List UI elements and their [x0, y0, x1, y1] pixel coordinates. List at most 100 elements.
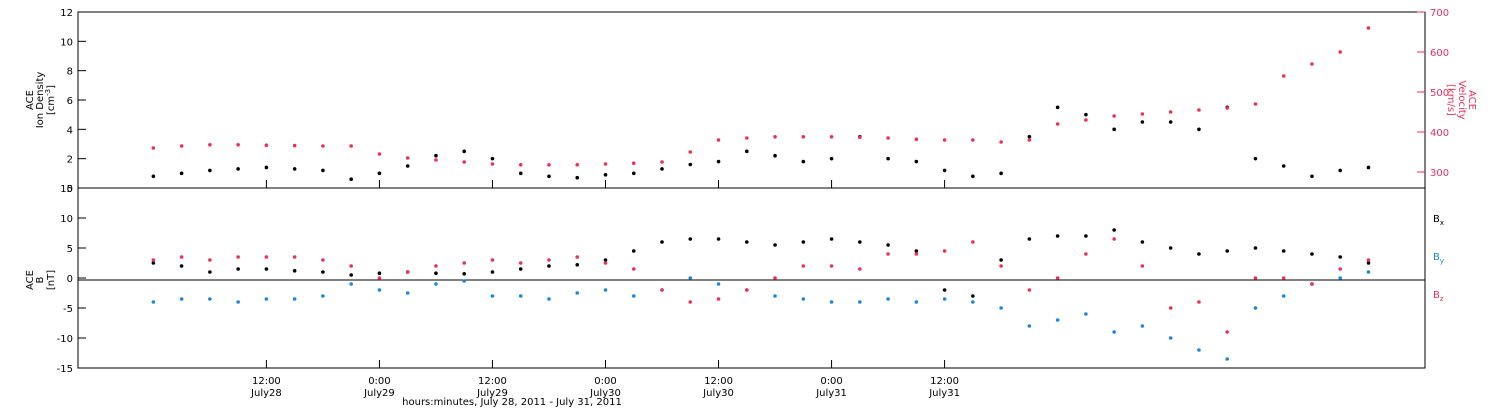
- velocity-point: [1112, 114, 1116, 118]
- velocity-point: [688, 150, 693, 154]
- field-tick-label: -10: [57, 334, 73, 345]
- density-point: [434, 153, 438, 158]
- field-x-point: [208, 270, 212, 274]
- field-x-point: [1197, 252, 1201, 256]
- field-y-point: [1055, 318, 1060, 322]
- field-z-point: [1140, 264, 1145, 268]
- density-point: [971, 174, 975, 179]
- bottom-panel-frame: [77, 187, 1426, 369]
- field-y-point: [942, 297, 947, 301]
- velocity-tick-label: 700: [1430, 8, 1449, 19]
- field-y-point: [688, 276, 693, 280]
- density-point: [208, 168, 212, 173]
- field-y-point: [518, 294, 523, 298]
- date-tick-label: July30: [702, 388, 734, 399]
- field-z-point: [321, 258, 325, 262]
- field-x-point: [1027, 237, 1032, 241]
- field-legend: Bx By Bz: [1433, 214, 1444, 303]
- density-point: [264, 165, 269, 170]
- field-y-point: [292, 297, 297, 301]
- field-tick-label: 5: [67, 244, 73, 255]
- velocity-point: [1253, 102, 1258, 106]
- velocity-point: [971, 138, 975, 142]
- density-tick-label: 6: [67, 96, 73, 107]
- field-y-point: [1140, 324, 1145, 328]
- field-ylabel-line1: ACE: [25, 270, 36, 290]
- density-point: [1084, 112, 1088, 117]
- field-z-point: [886, 252, 890, 256]
- field-y-point: [1027, 324, 1032, 328]
- date-tick-label: July29: [476, 388, 508, 399]
- density-point: [575, 175, 580, 180]
- density-ylabel-line3: [cm-3]: [44, 85, 57, 115]
- field-z-point: [773, 276, 777, 280]
- field-x-point: [886, 243, 890, 247]
- field-z-point: [1338, 267, 1343, 271]
- field-x-point: [1310, 252, 1314, 256]
- field-x-point: [1168, 246, 1173, 250]
- velocity-point: [1084, 118, 1088, 122]
- field-z-point: [858, 267, 862, 271]
- velocity-point: [264, 143, 269, 147]
- field-y-point: [575, 291, 580, 295]
- field-y-point: [321, 294, 325, 298]
- velocity-point: [744, 136, 749, 140]
- field-x-point: [801, 240, 806, 244]
- density-point: [1281, 164, 1286, 168]
- field-y-point: [971, 300, 975, 304]
- density-tick-label: 2: [67, 155, 73, 166]
- velocity-point: [236, 143, 240, 147]
- velocity-point: [518, 163, 523, 167]
- field-x-point: [971, 294, 975, 298]
- density-point: [377, 171, 382, 176]
- field-z-point: [1055, 276, 1060, 280]
- field-x-point: [660, 240, 664, 244]
- density-point: [1140, 120, 1145, 124]
- density-ylabel: ACE Ion Density [cm-3]: [25, 72, 57, 129]
- velocity-point: [292, 143, 297, 148]
- field-tick-label: -5: [63, 304, 73, 315]
- field-x-point: [490, 270, 495, 274]
- velocity-point: [321, 144, 325, 148]
- density-point: [914, 159, 919, 164]
- field-x-point: [377, 271, 382, 276]
- field-ylabel-line3: [nT]: [46, 270, 57, 290]
- velocity-point: [349, 144, 353, 148]
- field-x-point: [999, 258, 1003, 262]
- field-z-point: [264, 255, 269, 259]
- field-y-point: [1366, 270, 1371, 274]
- velocity-ylabel-line3: [km/s]: [1445, 84, 1456, 116]
- time-tick-label: 0:00: [820, 376, 842, 387]
- velocity-point: [829, 135, 834, 139]
- velocity-point: [603, 162, 608, 166]
- field-ylabel: ACE B [nT]: [25, 270, 57, 290]
- field-y-point: [1084, 312, 1088, 316]
- velocity-axis-ticks: 300 400 500 600 700: [1417, 8, 1449, 179]
- density-point: [773, 153, 777, 158]
- field-y-point: [603, 288, 608, 292]
- field-z-point: [1112, 237, 1116, 241]
- date-tick-label: July31: [928, 388, 960, 399]
- density-point: [349, 177, 353, 181]
- field-tick-label: 15: [60, 184, 73, 195]
- field-z-point: [1253, 276, 1258, 280]
- density-ylabel-line2: Ion Density: [35, 72, 46, 129]
- density-tick-label: 10: [60, 37, 73, 48]
- velocity-point: [377, 152, 382, 156]
- field-y-point: [490, 294, 495, 298]
- field-x-point: [716, 237, 721, 241]
- field-x-point: [914, 249, 919, 253]
- density-point: [1112, 127, 1116, 132]
- density-point: [151, 174, 156, 179]
- field-x-point: [151, 261, 156, 265]
- field-z-point: [914, 252, 919, 256]
- velocity-point: [151, 146, 156, 150]
- date-tick-label: July29: [363, 388, 395, 399]
- density-point: [179, 171, 184, 176]
- data-points: [151, 26, 1371, 361]
- field-y-point: [179, 297, 184, 301]
- date-tick-label: July30: [589, 388, 621, 399]
- field-y-point: [914, 300, 919, 304]
- density-point: [1197, 127, 1201, 132]
